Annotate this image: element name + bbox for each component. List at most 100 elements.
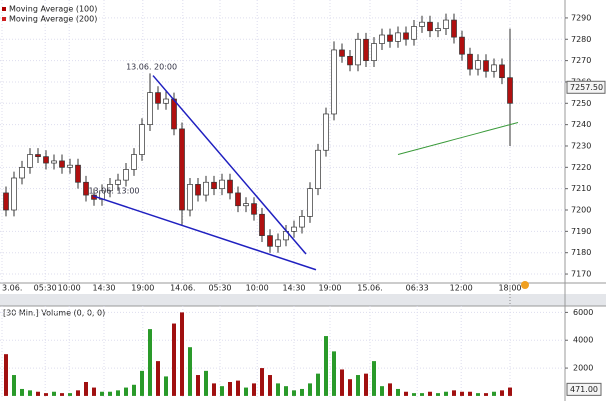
candle-body bbox=[339, 49, 345, 57]
candle-body bbox=[115, 179, 121, 185]
last-volume-box bbox=[566, 382, 602, 396]
candle-body bbox=[483, 60, 489, 72]
volume-bar bbox=[372, 361, 376, 396]
volume-bar bbox=[12, 375, 16, 396]
y-tick-label: 7290 bbox=[571, 13, 591, 22]
y-tick-label: 7170 bbox=[571, 270, 591, 279]
candle-body bbox=[11, 177, 17, 211]
volume-bar bbox=[348, 379, 352, 396]
x-tick-label: 10:00 bbox=[246, 284, 269, 293]
candle-body bbox=[219, 179, 225, 190]
legend-label: Moving Average (200) bbox=[9, 15, 97, 24]
volume-bar bbox=[132, 384, 136, 396]
candle-body bbox=[387, 34, 393, 42]
volume-bar bbox=[492, 391, 496, 396]
volume-bar bbox=[412, 393, 416, 396]
candle-body bbox=[107, 184, 113, 192]
x-tick-label: 14:30 bbox=[282, 284, 305, 293]
candle-body bbox=[299, 216, 305, 228]
panel-separator bbox=[0, 294, 606, 306]
volume-bar bbox=[292, 390, 296, 396]
volume-bar bbox=[172, 323, 176, 396]
volume-bar bbox=[140, 370, 144, 396]
volume-bar bbox=[252, 383, 256, 396]
volume-bar bbox=[108, 391, 112, 396]
candle-body bbox=[331, 49, 337, 115]
volume-bar bbox=[388, 383, 392, 396]
volume-bar bbox=[212, 383, 216, 396]
volume-bar bbox=[44, 393, 48, 396]
candle-body bbox=[267, 235, 273, 247]
candle-body bbox=[459, 36, 465, 55]
candle-body bbox=[123, 169, 129, 181]
volume-bar bbox=[116, 390, 120, 396]
volume-bar bbox=[124, 387, 128, 396]
y-tick-label: 7200 bbox=[571, 206, 591, 215]
volume-bar bbox=[468, 391, 472, 396]
x-tick-label: 19:00 bbox=[131, 284, 154, 293]
volume-bar bbox=[84, 381, 88, 396]
candle-body bbox=[291, 226, 297, 232]
legend-swatch bbox=[2, 7, 6, 11]
volume-bar bbox=[204, 370, 208, 396]
volume-bar bbox=[76, 390, 80, 396]
candle-body bbox=[379, 34, 385, 44]
volume-bar bbox=[332, 351, 336, 396]
candle-body bbox=[499, 64, 505, 79]
volume-bar bbox=[188, 347, 192, 396]
y-tick-label: 2000 bbox=[573, 364, 593, 373]
x-tick-label: 12:00 bbox=[450, 284, 473, 293]
annotation: 13.06. 13:00 bbox=[88, 186, 139, 195]
candle-body bbox=[307, 188, 313, 217]
volume-bar bbox=[452, 390, 456, 396]
x-tick-label: 19:00 bbox=[318, 284, 341, 293]
volume-bar bbox=[436, 393, 440, 396]
candle-body bbox=[43, 156, 49, 164]
candle-body bbox=[403, 32, 409, 40]
candle-body bbox=[275, 239, 281, 247]
trend-line bbox=[152, 75, 307, 255]
x-tick-label: 18:00 bbox=[498, 284, 521, 293]
candle-body bbox=[395, 32, 401, 42]
volume-bar bbox=[364, 373, 368, 396]
candle-body bbox=[443, 19, 449, 29]
last-price-label: 7257.50 bbox=[570, 83, 603, 92]
x-tick-label: 05:30 bbox=[208, 284, 231, 293]
x-tick-label: 15.06. bbox=[357, 284, 382, 293]
candle-body bbox=[147, 92, 153, 125]
volume-bar bbox=[28, 390, 32, 396]
candle-body bbox=[315, 149, 321, 190]
x-tick-label: 3.06. bbox=[2, 284, 22, 293]
candle-body bbox=[67, 164, 73, 168]
x-tick-label: 14.06. bbox=[170, 284, 195, 293]
candle-body bbox=[131, 154, 137, 170]
volume-bar bbox=[196, 375, 200, 396]
volume-bar bbox=[180, 312, 184, 396]
candle-body bbox=[355, 38, 361, 66]
last-price-box bbox=[566, 80, 606, 94]
y-tick-label: 7240 bbox=[571, 120, 591, 129]
candle-body bbox=[27, 154, 33, 168]
y-tick-label: 7180 bbox=[571, 248, 591, 257]
candle-body bbox=[35, 154, 41, 158]
volume-bar bbox=[60, 393, 64, 396]
volume-bar bbox=[484, 393, 488, 396]
candle-body bbox=[227, 179, 233, 194]
legend-label: Moving Average (100) bbox=[9, 5, 97, 14]
volume-bar bbox=[444, 391, 448, 396]
volume-title: [30 Min.] Volume (0, 0, 0) bbox=[3, 309, 105, 318]
volume-bar bbox=[260, 368, 264, 396]
volume-bar bbox=[396, 388, 400, 396]
y-tick-label: 7210 bbox=[571, 184, 591, 193]
volume-bar bbox=[228, 381, 232, 396]
volume-bar bbox=[340, 369, 344, 396]
trend-line bbox=[92, 195, 317, 271]
candle-body bbox=[163, 98, 169, 104]
candle-body bbox=[371, 43, 377, 61]
candle-body bbox=[59, 160, 65, 168]
candle-body bbox=[411, 26, 417, 40]
candle-body bbox=[507, 77, 513, 104]
candle-body bbox=[251, 203, 257, 215]
y-tick-label: 7250 bbox=[571, 99, 591, 108]
y-tick-label: 7280 bbox=[571, 35, 591, 44]
